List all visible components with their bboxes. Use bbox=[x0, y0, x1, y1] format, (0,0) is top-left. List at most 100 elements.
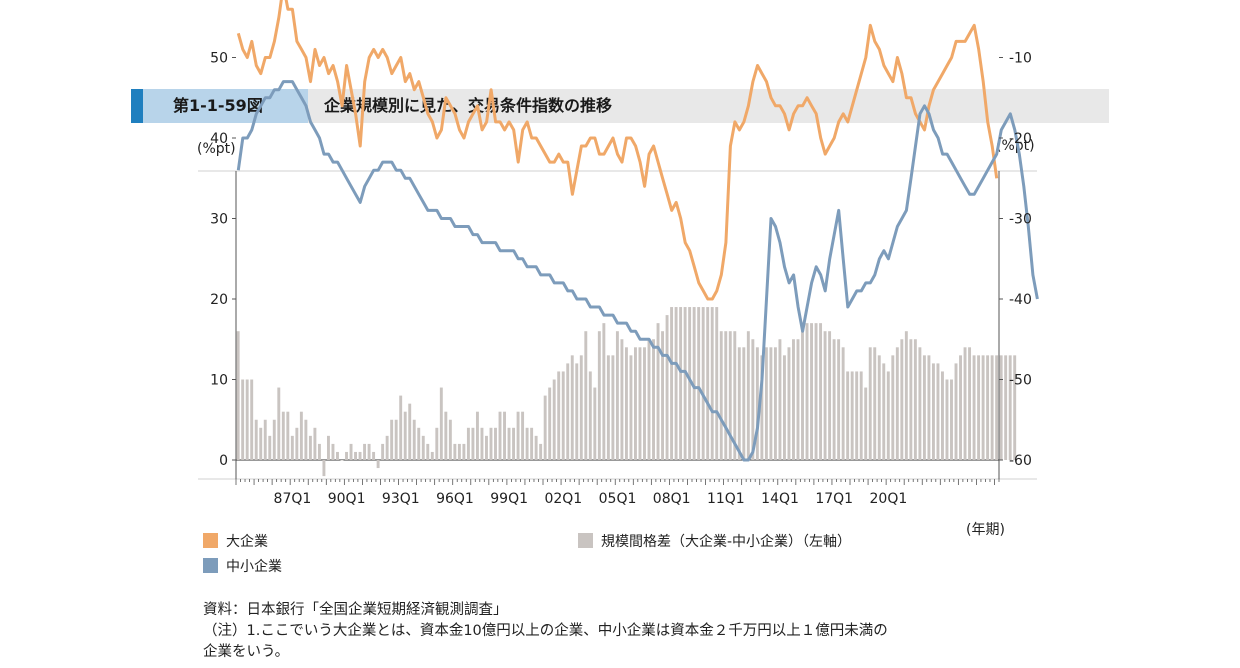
gap-bar bbox=[277, 387, 281, 460]
right-tick-label: -40 bbox=[1009, 292, 1032, 308]
gap-bar bbox=[363, 443, 367, 460]
figure-title: 企業規模別に見た、交易条件指数の推移 bbox=[324, 96, 613, 115]
gap-bar bbox=[566, 363, 570, 460]
x-tick-label: 17Q1 bbox=[815, 491, 853, 507]
gap-bar bbox=[886, 371, 890, 460]
gap-bar bbox=[661, 331, 665, 460]
gap-bar bbox=[760, 355, 764, 460]
gap-bar bbox=[281, 411, 285, 460]
gap-bar bbox=[268, 435, 272, 460]
note-line-1: （注）1.ここでいう大企業とは、資本金10億円以上の企業、中小企業は資本金２千万… bbox=[203, 623, 888, 639]
gap-bar bbox=[859, 371, 863, 460]
gap-bar bbox=[308, 435, 312, 460]
x-tick-label: 93Q1 bbox=[382, 491, 420, 507]
gap-bar bbox=[968, 347, 972, 460]
gap-bar bbox=[945, 379, 949, 460]
gap-bar bbox=[737, 347, 741, 460]
gap-bar bbox=[828, 331, 832, 460]
gap-bar bbox=[629, 355, 633, 460]
gap-bar bbox=[272, 419, 276, 460]
left-axis-unit: (%pt) bbox=[197, 141, 236, 157]
gap-bar bbox=[471, 427, 475, 460]
gap-bar bbox=[530, 427, 534, 460]
figure-header: 第1-1-59図 企業規模別に見た、交易条件指数の推移 bbox=[131, 89, 1109, 123]
gap-bar bbox=[778, 339, 782, 460]
gap-bar bbox=[868, 347, 872, 460]
gap-bar bbox=[286, 411, 290, 460]
gap-bar bbox=[688, 307, 692, 460]
gap-bar bbox=[850, 371, 854, 460]
gap-bar bbox=[602, 323, 606, 460]
gap-bar bbox=[706, 307, 710, 460]
gap-bar bbox=[597, 331, 601, 460]
left-tick-label: 50 bbox=[210, 51, 228, 67]
right-axis-unit: (%pt) bbox=[996, 138, 1035, 154]
gap-bar bbox=[823, 331, 827, 460]
gap-bar bbox=[999, 355, 1003, 460]
gap-bar bbox=[634, 347, 637, 460]
x-tick-label: 20Q1 bbox=[870, 491, 908, 507]
gap-bar bbox=[548, 387, 552, 460]
gap-bar bbox=[837, 339, 841, 460]
gap-bar bbox=[922, 355, 926, 460]
note-line-2: 企業をいう。 bbox=[203, 644, 290, 660]
gap-bars bbox=[236, 307, 1017, 477]
legend-label-small: 中小企業 bbox=[226, 559, 282, 575]
gap-bar bbox=[417, 427, 421, 460]
gap-bar bbox=[516, 411, 520, 460]
gap-bar bbox=[254, 419, 258, 460]
gap-bar bbox=[485, 435, 488, 460]
left-tick-label: 40 bbox=[210, 131, 228, 147]
gap-bar bbox=[317, 443, 321, 460]
left-tick-label: 10 bbox=[210, 373, 228, 389]
gap-bar bbox=[236, 331, 240, 460]
gap-bar bbox=[534, 435, 538, 460]
gap-bar bbox=[624, 347, 628, 460]
gap-bar bbox=[724, 331, 728, 460]
gap-bar bbox=[453, 443, 457, 460]
x-tick-label: 02Q1 bbox=[544, 491, 582, 507]
gap-bar bbox=[466, 427, 470, 460]
gap-bar bbox=[782, 355, 786, 460]
gap-bar bbox=[710, 307, 714, 460]
gap-bar bbox=[679, 307, 683, 460]
gap-bar bbox=[507, 427, 511, 460]
gap-bar bbox=[670, 307, 674, 460]
gap-bar bbox=[1013, 355, 1017, 460]
gap-bar bbox=[349, 443, 353, 460]
gap-bar bbox=[557, 371, 561, 460]
x-tick-label: 99Q1 bbox=[490, 491, 528, 507]
gap-bar bbox=[796, 339, 800, 460]
gap-bar bbox=[742, 347, 746, 460]
legend-item-gap: 規模間格差（大企業-中小企業）（左軸） bbox=[578, 533, 851, 551]
left-tick-label: 0 bbox=[219, 453, 228, 469]
large-firm-line bbox=[236, 0, 999, 301]
gap-bar bbox=[656, 323, 660, 460]
x-tick-label: 05Q1 bbox=[599, 491, 637, 507]
gap-bar bbox=[728, 331, 732, 460]
gap-bar bbox=[381, 443, 385, 460]
gap-bar bbox=[936, 363, 940, 460]
gap-bar bbox=[746, 331, 750, 460]
gap-bar bbox=[426, 443, 430, 460]
gap-bar bbox=[503, 411, 506, 460]
small-firm-line bbox=[236, 80, 1039, 462]
gap-bar bbox=[340, 460, 344, 461]
x-tick-label: 14Q1 bbox=[761, 491, 799, 507]
gap-bar bbox=[480, 427, 484, 460]
gap-bar bbox=[354, 451, 357, 460]
gap-bar bbox=[873, 347, 877, 460]
gap-bar bbox=[959, 355, 962, 460]
gap-bar bbox=[751, 339, 755, 460]
gap-bar bbox=[336, 451, 339, 460]
right-tick-label: -60 bbox=[1009, 453, 1032, 469]
axis-ticks: 60504030201000-10-20-30-40-50-6087Q190Q1… bbox=[210, 51, 1032, 508]
figure-number: 第1-1-59図 bbox=[143, 89, 308, 123]
gap-bar bbox=[457, 443, 461, 460]
gap-bar bbox=[652, 339, 655, 460]
gap-bar bbox=[295, 427, 299, 460]
gap-bar bbox=[963, 347, 967, 460]
gap-bar bbox=[715, 307, 719, 460]
gap-bar bbox=[539, 443, 543, 460]
